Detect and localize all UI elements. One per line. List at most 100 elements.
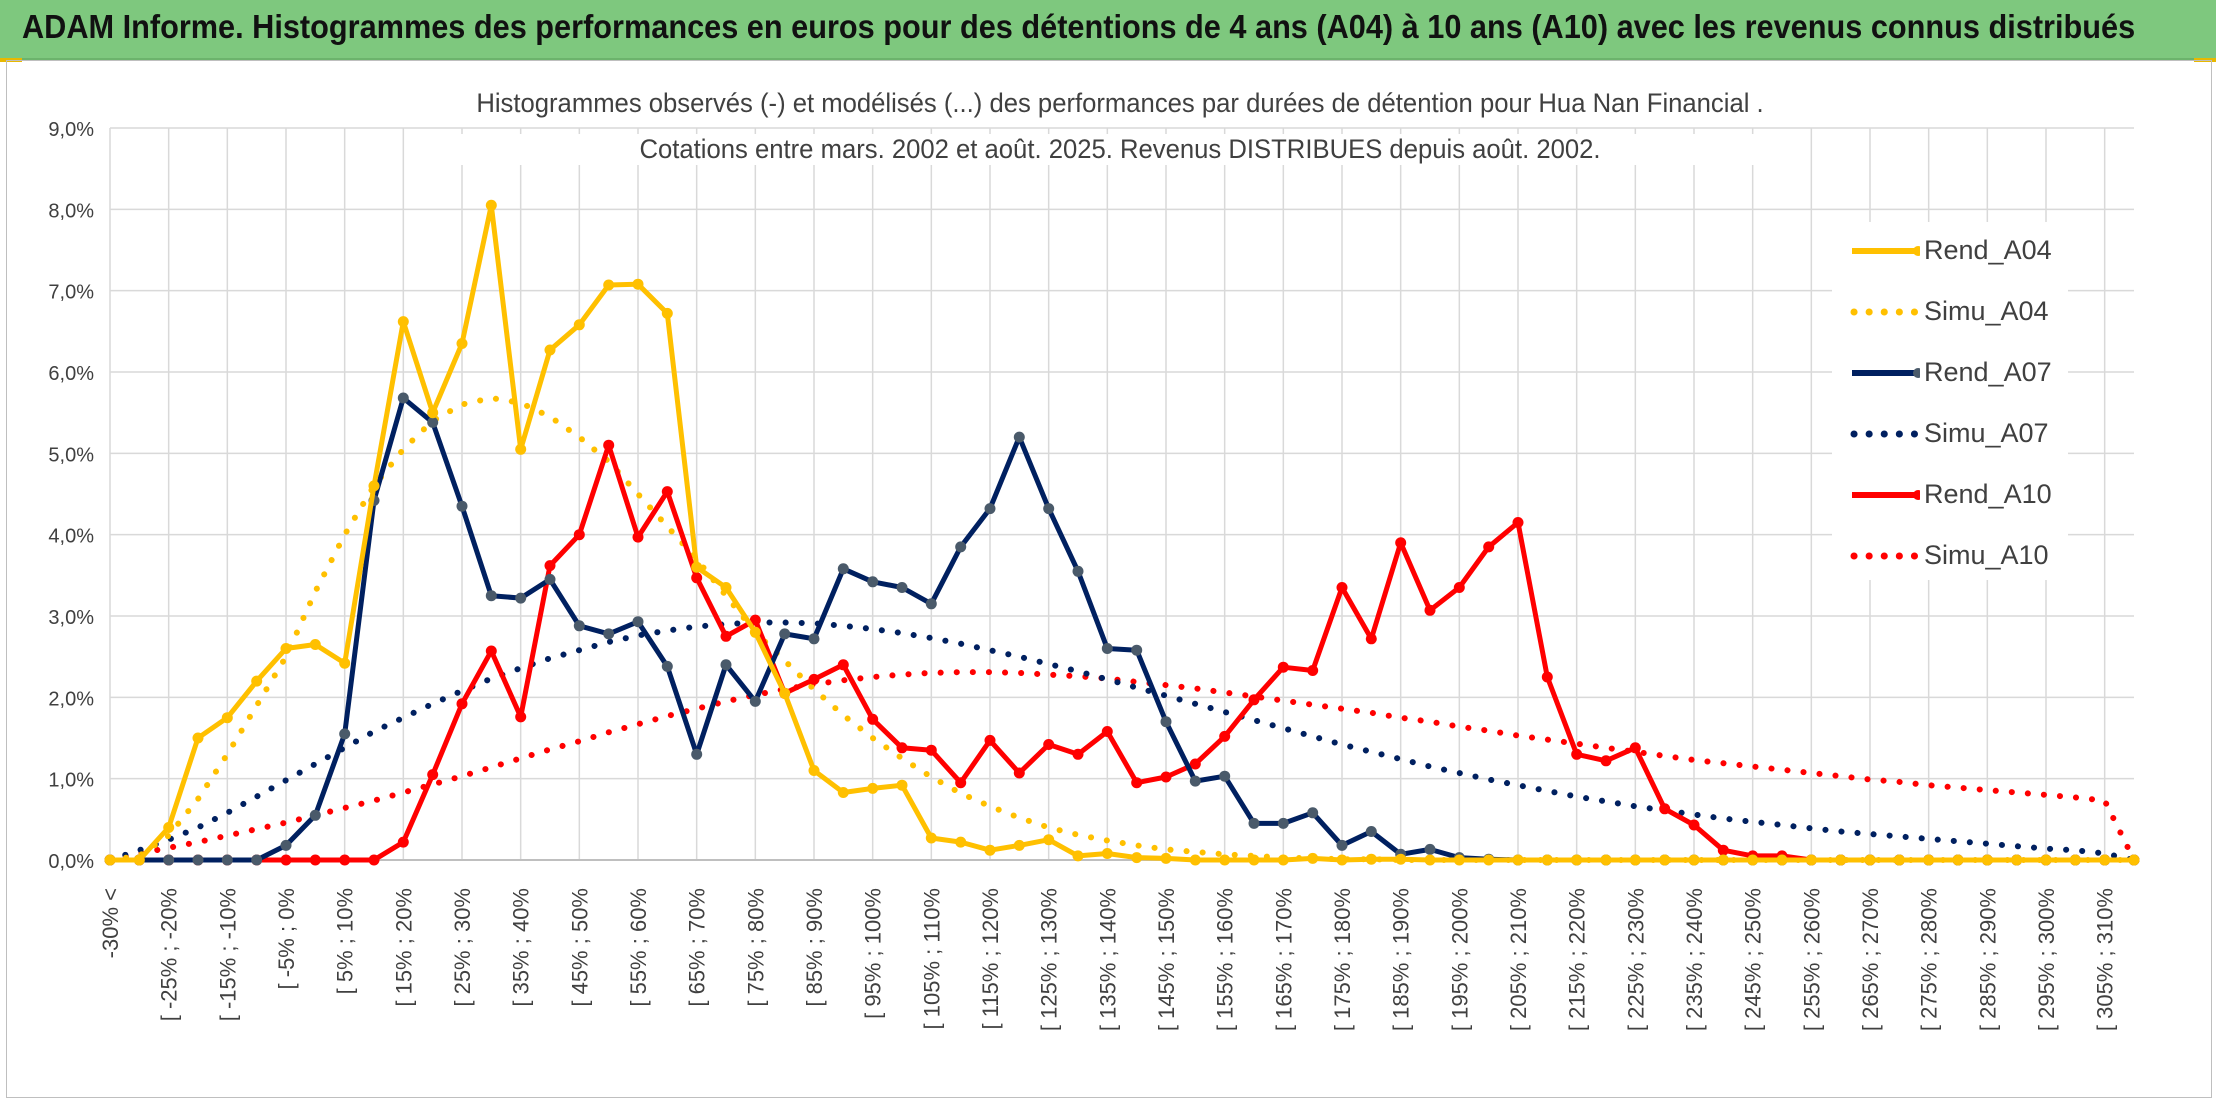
data-point-rend-a10 bbox=[1365, 633, 1377, 645]
data-point-rend-a10 bbox=[837, 659, 849, 671]
data-point-rend-a10 bbox=[691, 572, 703, 584]
legend-item-rend-a07: Rend_A07 bbox=[1850, 354, 2080, 394]
data-point-rend-a07 bbox=[1219, 770, 1231, 782]
x-tick-label: [ -5% ; 0% bbox=[274, 888, 299, 989]
data-point-rend-a07 bbox=[1160, 716, 1172, 728]
data-point-rend-a10 bbox=[896, 742, 908, 754]
data-point-rend-a10 bbox=[1072, 748, 1084, 760]
x-tick-label: [ 195% ; 200% bbox=[1447, 888, 1472, 1031]
x-tick-label: [ 245% ; 250% bbox=[1741, 888, 1766, 1031]
data-point-rend-a10 bbox=[456, 698, 468, 710]
legend-label: Rend_A10 bbox=[1924, 479, 2052, 509]
data-point-rend-a10 bbox=[984, 734, 996, 746]
data-point-rend-a07 bbox=[515, 592, 527, 604]
y-tick-label: 1,0% bbox=[48, 770, 94, 792]
gridlines bbox=[109, 127, 2134, 861]
data-point-rend-a04 bbox=[720, 582, 732, 593]
data-point-rend-a04 bbox=[1365, 853, 1377, 865]
data-point-rend-a07 bbox=[1131, 644, 1143, 656]
data-point-rend-a04 bbox=[1600, 854, 1612, 866]
report-banner: ADAM Informe. Histogrammes des performan… bbox=[0, 0, 2216, 60]
y-tick-label: 4,0% bbox=[48, 526, 94, 548]
data-point-rend-a10 bbox=[1629, 742, 1641, 754]
data-point-rend-a07 bbox=[573, 620, 585, 632]
x-tick-label: -30% < bbox=[98, 888, 123, 958]
x-tick-label: [ 15% ; 20% bbox=[391, 888, 416, 1007]
x-tick-label: [ 35% ; 40% bbox=[509, 888, 534, 1007]
legend-swatch-rend-a10 bbox=[1852, 490, 1920, 500]
x-tick-label: [ 135% ; 140% bbox=[1095, 888, 1120, 1031]
data-point-rend-a07 bbox=[896, 582, 908, 593]
x-tick-label: [ 145% ; 150% bbox=[1154, 888, 1179, 1031]
y-tick-label: 8,0% bbox=[48, 200, 94, 222]
data-point-rend-a04 bbox=[192, 732, 204, 744]
data-point-rend-a10 bbox=[1160, 771, 1172, 783]
data-point-rend-a10 bbox=[1248, 694, 1260, 706]
data-point-rend-a04 bbox=[221, 712, 233, 724]
y-tick-label: 9,0% bbox=[48, 119, 94, 141]
data-point-rend-a07 bbox=[749, 695, 761, 707]
x-tick-label: [ 205% ; 210% bbox=[1506, 888, 1531, 1031]
x-tick-label: [ 175% ; 180% bbox=[1330, 888, 1355, 1031]
x-tick-label: [ 165% ; 170% bbox=[1271, 888, 1296, 1031]
data-point-rend-a04 bbox=[1717, 854, 1729, 866]
data-point-rend-a04 bbox=[1219, 854, 1231, 866]
x-tick-label: [ 115% ; 120% bbox=[978, 888, 1003, 1029]
data-point-rend-a04 bbox=[309, 639, 321, 650]
legend-swatch-rend-a04 bbox=[1852, 246, 1920, 256]
data-point-rend-a07 bbox=[163, 854, 175, 866]
data-point-rend-a10 bbox=[309, 854, 321, 866]
data-point-rend-a10 bbox=[339, 854, 351, 866]
data-point-rend-a10 bbox=[1307, 665, 1319, 676]
data-point-rend-a07 bbox=[1336, 839, 1348, 851]
x-tick-label: [ 125% ; 130% bbox=[1037, 888, 1062, 1031]
y-tick-label: 2,0% bbox=[48, 688, 94, 710]
data-point-rend-a04 bbox=[837, 787, 849, 798]
data-point-rend-a10 bbox=[1189, 758, 1201, 770]
x-tick-label: [ -15% ; -10% bbox=[215, 888, 240, 1021]
legend-swatch-simu-a07 bbox=[1850, 430, 1920, 438]
x-tick-label: [ -25% ; -20% bbox=[157, 888, 182, 1021]
report-title: ADAM Informe. Histogrammes des performan… bbox=[22, 8, 2136, 45]
y-tick-label: 3,0% bbox=[48, 607, 94, 629]
data-point-rend-a04 bbox=[280, 643, 292, 654]
series-line-rend-a10 bbox=[110, 442, 2134, 863]
data-point-rend-a10 bbox=[573, 529, 585, 541]
series-line-rend-a07 bbox=[110, 395, 2134, 863]
legend-item-rend-a04: Rend_A04 bbox=[1850, 232, 2080, 272]
data-point-rend-a04 bbox=[456, 338, 468, 349]
data-point-rend-a04 bbox=[1160, 852, 1172, 864]
x-tick-label: [ 185% ; 190% bbox=[1389, 888, 1414, 1031]
data-point-rend-a07 bbox=[339, 728, 351, 740]
data-point-rend-a04 bbox=[1189, 854, 1201, 866]
data-point-rend-a04 bbox=[1424, 854, 1436, 866]
data-point-rend-a07 bbox=[603, 628, 615, 640]
data-point-rend-a04 bbox=[1336, 854, 1348, 866]
data-point-rend-a10 bbox=[280, 854, 292, 866]
data-point-rend-a04 bbox=[1483, 854, 1495, 866]
data-point-rend-a04 bbox=[1923, 854, 1935, 866]
chart-subtitle: Cotations entre mars. 2002 et août. 2025… bbox=[455, 134, 1785, 165]
x-tick-label: [ 75% ; 80% bbox=[743, 888, 768, 1007]
data-point-rend-a10 bbox=[1043, 739, 1055, 750]
series-line-rend-a04 bbox=[110, 202, 2134, 863]
data-point-rend-a04 bbox=[1571, 854, 1583, 866]
legend-item-rend-a10: Rend_A10 bbox=[1850, 476, 2080, 516]
chart-frame bbox=[6, 60, 2212, 1098]
data-point-rend-a04 bbox=[1277, 854, 1289, 866]
data-point-rend-a04 bbox=[544, 344, 556, 356]
data-point-rend-a10 bbox=[368, 854, 380, 866]
data-point-rend-a04 bbox=[1747, 854, 1759, 866]
x-tick-label: [ 265% ; 270% bbox=[1858, 888, 1883, 1031]
legend-swatch-simu-a10 bbox=[1850, 552, 1920, 560]
data-point-rend-a07 bbox=[1013, 431, 1025, 443]
data-point-rend-a10 bbox=[1688, 819, 1700, 831]
data-point-rend-a10 bbox=[867, 713, 879, 725]
data-point-rend-a10 bbox=[1571, 748, 1583, 760]
data-point-rend-a04 bbox=[1776, 854, 1788, 866]
data-point-rend-a07 bbox=[925, 598, 937, 610]
data-point-rend-a04 bbox=[1131, 852, 1143, 864]
data-point-rend-a10 bbox=[1277, 661, 1289, 673]
data-point-rend-a07 bbox=[1248, 817, 1260, 829]
data-point-rend-a04 bbox=[1835, 854, 1847, 866]
